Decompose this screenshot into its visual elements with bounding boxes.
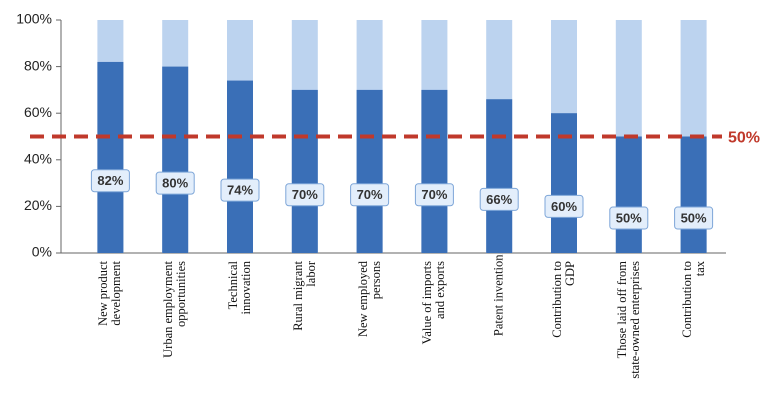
data-label-text: 50% <box>681 210 707 225</box>
data-label-box <box>350 183 390 207</box>
data-label: 66% <box>479 187 519 211</box>
data-label-text: 74% <box>227 183 253 198</box>
data-label: 50% <box>609 206 649 230</box>
data-label-box <box>674 206 714 230</box>
bar <box>615 136 642 253</box>
data-label: 50% <box>674 206 714 230</box>
data-label-box <box>155 171 195 195</box>
x-tick-label: Technical innovation <box>226 261 253 315</box>
data-label-text: 82% <box>97 173 123 188</box>
data-label-text: 70% <box>421 187 447 202</box>
data-label-box <box>285 183 325 207</box>
data-label: 70% <box>285 183 325 207</box>
bar <box>227 80 253 253</box>
x-tick-label: New product development <box>96 261 124 326</box>
x-tick-label: New employed persons <box>355 261 383 338</box>
x-tick-label: Contribution to GDP <box>550 261 577 338</box>
y-tick-label: 100% <box>16 11 52 27</box>
data-label-box <box>90 169 130 193</box>
x-tick-label: Contribution to tax <box>679 261 707 338</box>
data-label-text: 50% <box>616 210 642 225</box>
data-label-text: 60% <box>551 199 577 214</box>
data-label-text: 70% <box>357 187 383 202</box>
bar <box>680 136 707 253</box>
x-tick-label: Value of imports and exports <box>420 261 448 345</box>
bar <box>162 66 189 253</box>
data-label-text: 66% <box>486 192 512 207</box>
y-tick-label: 20% <box>24 197 52 213</box>
data-label: 74% <box>220 178 260 202</box>
bar <box>421 89 448 254</box>
x-tick-label: Those laid off from state-owned enterpri… <box>614 261 642 379</box>
bar <box>486 99 513 253</box>
data-label-box <box>479 187 519 211</box>
data-label: 80% <box>155 171 195 195</box>
data-label-text: 80% <box>162 176 188 191</box>
y-tick-label: 60% <box>24 104 52 120</box>
y-tick-label: 80% <box>24 57 52 73</box>
reference-label: 50% <box>728 130 760 147</box>
data-label-box <box>609 206 649 230</box>
data-label: 82% <box>90 169 130 193</box>
data-label-box <box>414 183 454 207</box>
bar <box>97 61 124 253</box>
data-label: 70% <box>414 183 454 207</box>
y-tick-label: 40% <box>24 151 52 167</box>
data-label-box <box>220 178 260 202</box>
bar <box>356 89 383 254</box>
data-label: 70% <box>350 183 390 207</box>
bar <box>551 113 577 253</box>
x-tick-label: Rural migrant labor <box>290 261 318 331</box>
x-tick-label: Urban employment opportunities <box>161 261 189 358</box>
data-label-box <box>544 194 584 218</box>
x-tick-label: Patent invention <box>491 254 506 337</box>
y-tick-label: 0% <box>32 244 52 260</box>
data-label-text: 70% <box>292 187 318 202</box>
data-label: 60% <box>544 194 584 218</box>
bar <box>291 89 318 254</box>
